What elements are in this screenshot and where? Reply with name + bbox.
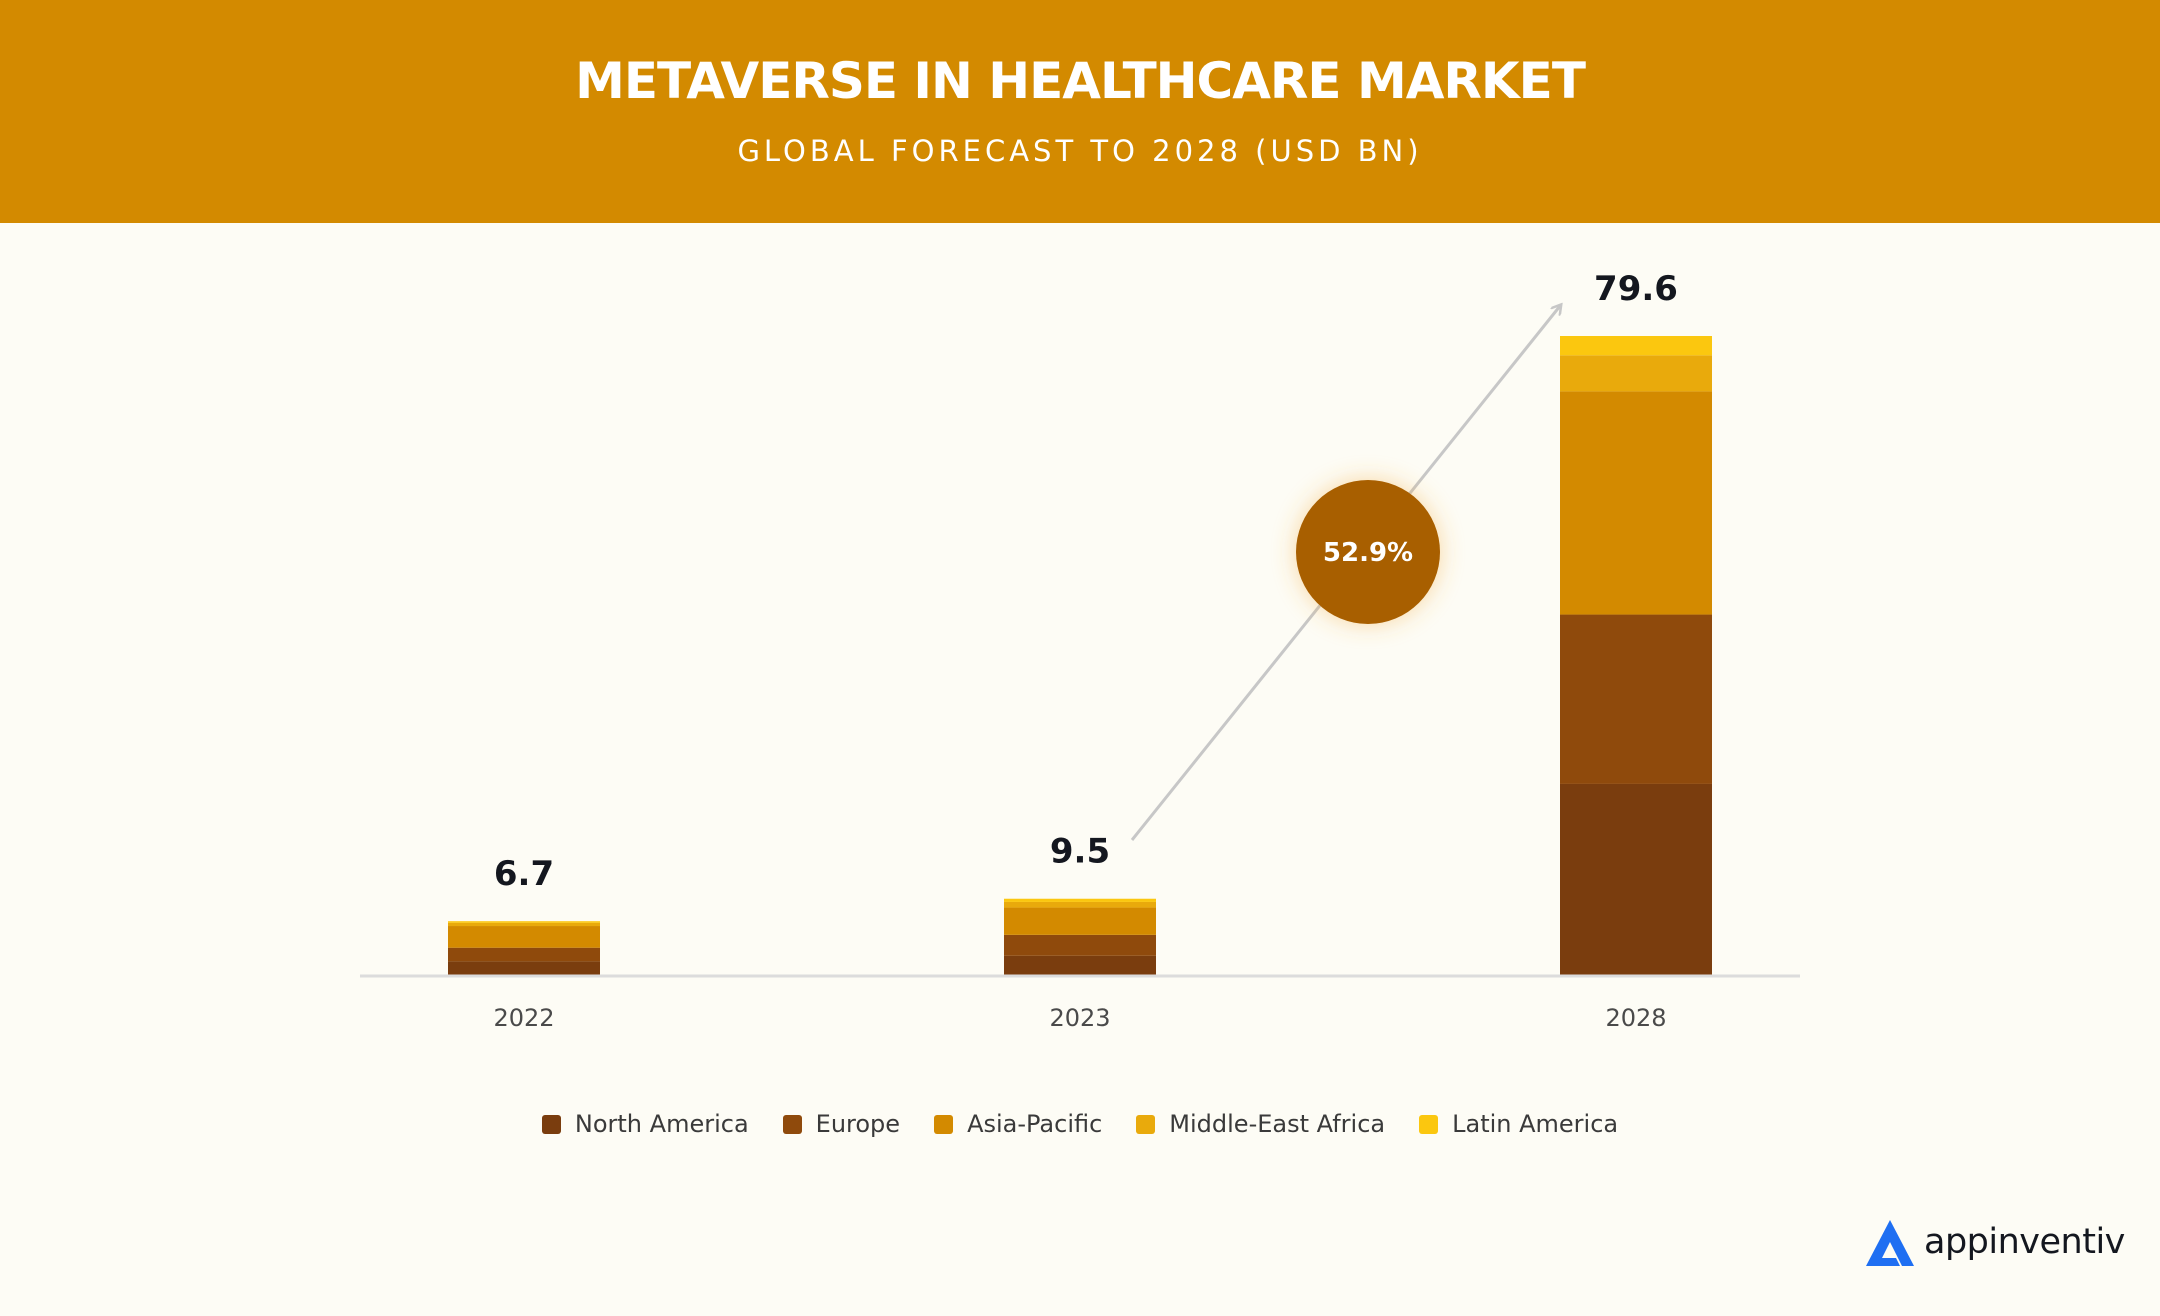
total-value-label: 9.5 [1050, 832, 1110, 872]
bar-segment-2022-europe [448, 947, 600, 962]
bar-segment-2022-asia-pacific [448, 926, 600, 948]
total-value-label: 79.6 [1594, 269, 1678, 309]
legend-label: Asia-Pacific [967, 1110, 1103, 1138]
legend-label: Middle-East Africa [1169, 1110, 1386, 1138]
legend-label: North America [574, 1110, 749, 1138]
bar-segment-2023-asia-pacific [1004, 907, 1156, 935]
bar-segment-2028-europe [1560, 614, 1712, 784]
bar-segment-2023-middle-east-africa [1004, 901, 1156, 908]
x-tick-label: 2023 [1049, 1004, 1110, 1032]
cagr-badge [1296, 480, 1440, 624]
appinventiv-logo-icon [1866, 1220, 1914, 1266]
chart-title: METAVERSE IN HEALTHCARE MARKET [575, 52, 1586, 110]
bar-segment-2023-europe [1004, 934, 1156, 956]
legend-item: Asia-Pacific [934, 1110, 1102, 1138]
bar-segment-2028-latin-america [1560, 336, 1712, 356]
legend-swatch [541, 1114, 561, 1134]
bar-segment-2022-middle-east-africa [448, 922, 600, 927]
chart-subtitle: GLOBAL FORECAST TO 2028 (USD BN) [737, 134, 1423, 168]
x-tick-labels: 2022 2023 2028 [493, 1004, 1666, 1032]
legend-item: Latin America [1419, 1110, 1618, 1138]
cagr-label: 52.9% [1323, 538, 1413, 568]
x-tick-label: 2022 [493, 1004, 554, 1032]
x-tick-label: 2028 [1605, 1004, 1666, 1032]
total-labels: 6.7 9.5 79.6 [494, 269, 1678, 894]
legend-swatch [934, 1114, 954, 1134]
legend-swatch [1419, 1114, 1439, 1134]
bar-segment-2028-north-america [1560, 783, 1712, 975]
legend-label: Europe [815, 1110, 901, 1138]
legend-swatch [782, 1114, 802, 1134]
legend: North America Europe Asia-Pacific Middle-Ea… [0, 1110, 2160, 1138]
legend-swatch [1136, 1114, 1156, 1134]
bar-segment-2023-north-america [1004, 955, 1156, 975]
brand-name: appinventiv [1924, 1222, 2125, 1262]
bar-segment-2022-latin-america [448, 921, 600, 923]
header-banner: METAVERSE IN HEALTHCARE MARKET GLOBAL FO… [0, 0, 2160, 223]
legend-item: Middle-East Africa [1136, 1110, 1385, 1138]
bar-segment-2028-middle-east-africa [1560, 355, 1712, 392]
total-value-label: 6.7 [494, 854, 554, 894]
bars-group [448, 336, 1712, 975]
legend-label: Latin America [1452, 1110, 1619, 1138]
bar-segment-2023-latin-america [1004, 898, 1156, 902]
brand-logo: appinventiv [1862, 1212, 2125, 1272]
bar-segment-2028-asia-pacific [1560, 391, 1712, 615]
legend-item: Europe [782, 1110, 901, 1138]
legend-item: North America [541, 1110, 749, 1138]
bar-segment-2022-north-america [448, 961, 600, 975]
